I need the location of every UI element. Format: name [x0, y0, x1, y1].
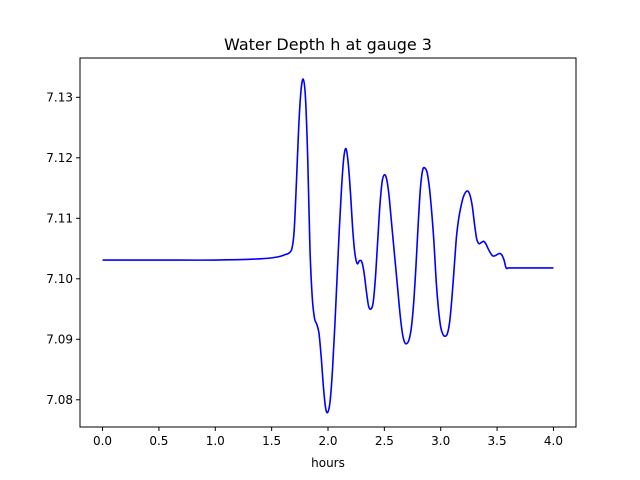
chart-title: Water Depth h at gauge 3: [224, 35, 432, 54]
x-tick-label: 1.0: [206, 434, 225, 448]
series-layer: [102, 78, 554, 414]
x-tick-label: 0.5: [149, 434, 168, 448]
plot-area-frame: [79, 57, 577, 428]
series-line: [102, 78, 554, 414]
x-axis-label: hours: [311, 456, 345, 470]
x-tick-label: 2.5: [375, 434, 394, 448]
x-tick-label: 1.5: [262, 434, 281, 448]
x-axis-ticks: 0.0 0.5 1.0 1.5 2.0 2.5 3.0 3.5 4.0: [93, 427, 563, 448]
x-tick-label: 2.0: [318, 434, 337, 448]
x-tick-label: 3.5: [488, 434, 507, 448]
y-tick-label: 7.10: [46, 272, 73, 286]
y-tick-label: 7.08: [46, 393, 73, 407]
x-tick-label: 0.0: [93, 434, 112, 448]
y-axis-ticks: 7.08 7.09 7.10 7.11 7.12 7.13: [46, 90, 80, 407]
y-tick-label: 7.09: [46, 332, 73, 346]
x-tick-label: 3.0: [431, 434, 450, 448]
y-tick-label: 7.12: [46, 151, 73, 165]
y-tick-label: 7.13: [46, 90, 73, 104]
y-tick-label: 7.11: [46, 211, 73, 225]
x-tick-label: 4.0: [544, 434, 563, 448]
